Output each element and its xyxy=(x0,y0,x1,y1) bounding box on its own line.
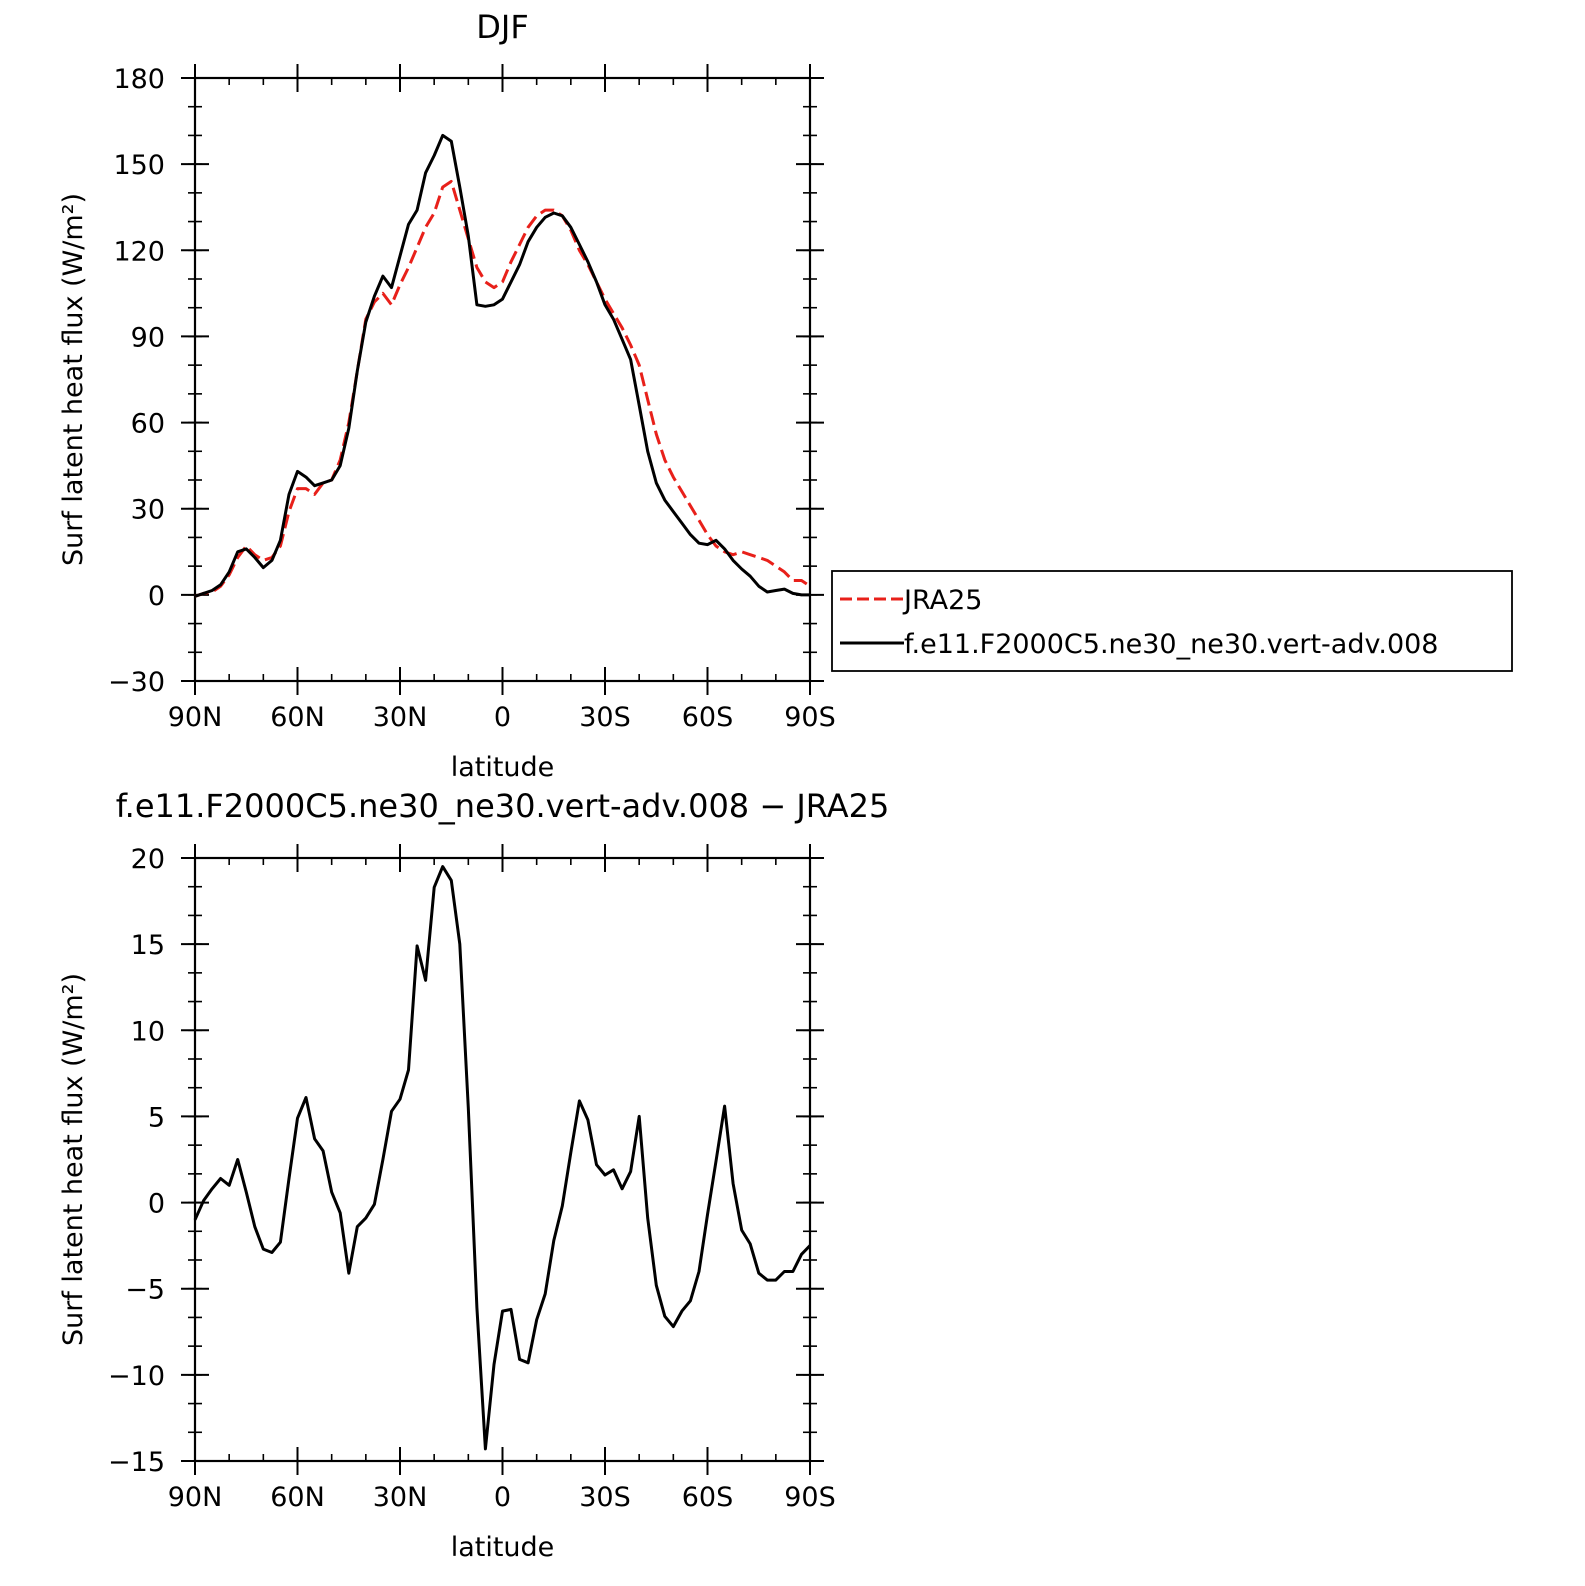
minor-ticks xyxy=(188,77,817,682)
major-ticks xyxy=(181,64,824,695)
y-axis-label: Surf latent heat flux (W/m²) xyxy=(58,973,89,1346)
y-tick-label: 15 xyxy=(131,930,165,961)
top-panel: DJF 90N 60N 30N 0 30S 60S 90S −30 0 30 60 90 120 150 18… xyxy=(58,8,836,783)
x-tick-label: 0 xyxy=(494,1482,511,1513)
x-tick-label: 30N xyxy=(373,1482,428,1513)
y-axis-label: Surf latent heat flux (W/m²) xyxy=(58,193,89,566)
x-tick-label: 60N xyxy=(270,1482,325,1513)
y-tick-label: 180 xyxy=(113,64,165,95)
minor-ticks xyxy=(188,857,817,1462)
y-tick-label: 20 xyxy=(131,844,165,875)
legend-label-0: JRA25 xyxy=(902,585,982,616)
y-tick-label: 0 xyxy=(148,1189,165,1220)
plot-frame xyxy=(193,76,812,683)
y-tick-label: 150 xyxy=(113,150,165,181)
x-tick-label: 60S xyxy=(682,1482,734,1513)
x-tick-label: 90S xyxy=(784,702,836,733)
legend: JRA25 f.e11.F2000C5.ne30_ne30.vert-adv.00… xyxy=(831,570,1513,672)
x-tick-label: 90N xyxy=(168,1482,223,1513)
y-tick-label: 30 xyxy=(131,495,165,526)
x-axis-label: latitude xyxy=(451,1532,555,1563)
y-tick-label: −15 xyxy=(108,1447,165,1478)
y-tick-label: 90 xyxy=(131,322,165,353)
series-line-0 xyxy=(194,179,811,598)
y-tick-label: −10 xyxy=(108,1361,165,1392)
x-tick-label: 0 xyxy=(494,702,511,733)
x-tick-label: 30N xyxy=(373,702,428,733)
bottom-panel: f.e11.F2000C5.ne30_ne30.vert-adv.008 − J… xyxy=(58,787,889,1563)
x-tick-label: 90N xyxy=(168,702,223,733)
x-tick-label: 90S xyxy=(784,1482,836,1513)
major-ticks xyxy=(181,844,824,1475)
y-tick-label: −5 xyxy=(125,1275,165,1306)
series-line-0 xyxy=(193,865,812,1451)
plot-title: f.e11.F2000C5.ne30_ne30.vert-adv.008 − J… xyxy=(116,787,890,825)
y-tick-label: 10 xyxy=(131,1016,165,1047)
plot-frame xyxy=(193,856,812,1463)
y-tick-label: 0 xyxy=(148,581,165,612)
y-tick-label: 120 xyxy=(113,236,165,267)
x-axis-label: latitude xyxy=(451,752,555,783)
y-tick-label: 5 xyxy=(148,1102,165,1133)
x-tick-label: 30S xyxy=(579,1482,631,1513)
legend-label-1: f.e11.F2000C5.ne30_ne30.vert-adv.008 xyxy=(904,629,1438,660)
legend-box xyxy=(831,570,1513,672)
plot-title: DJF xyxy=(476,8,528,46)
x-tick-label: 60S xyxy=(682,702,734,733)
y-tick-label: −30 xyxy=(108,667,165,698)
x-tick-label: 30S xyxy=(579,702,631,733)
x-tick-label: 60N xyxy=(270,702,325,733)
series-line-1 xyxy=(194,133,810,598)
y-tick-label: 60 xyxy=(131,409,165,440)
